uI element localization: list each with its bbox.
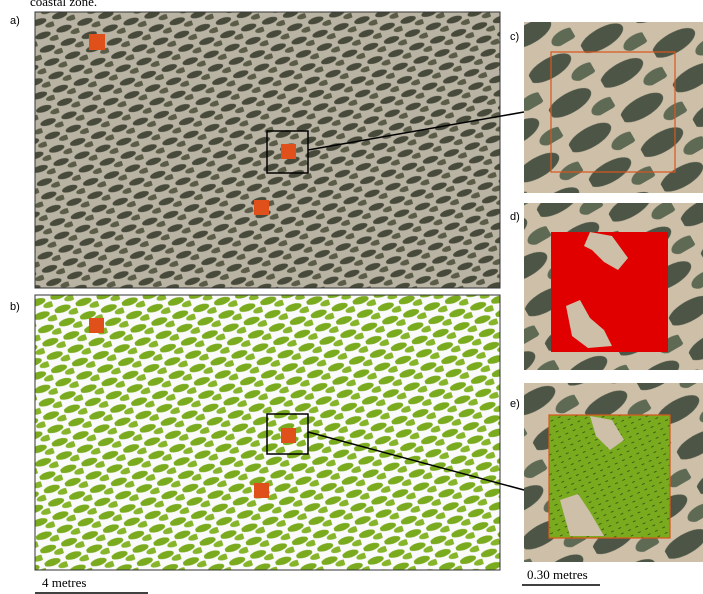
zoom-box bbox=[266, 130, 309, 174]
panel-label: e) bbox=[510, 398, 520, 410]
sample-plot bbox=[89, 34, 105, 50]
gap bbox=[560, 494, 604, 536]
scale-label: 4 metres bbox=[42, 575, 86, 590]
sample-plot bbox=[254, 200, 269, 215]
scale-label: 0.30 metres bbox=[527, 567, 588, 582]
panel-label: d) bbox=[510, 211, 520, 223]
zoom-image bbox=[524, 22, 703, 193]
sample-plot bbox=[254, 483, 269, 498]
caption-fragment: coastal zone. bbox=[30, 0, 97, 9]
gap bbox=[584, 232, 628, 270]
panel-label: b) bbox=[10, 301, 20, 313]
sample-plot bbox=[281, 428, 296, 443]
sample-plot bbox=[281, 144, 296, 159]
connector bbox=[307, 431, 525, 491]
gap bbox=[590, 416, 624, 450]
connector bbox=[307, 111, 525, 151]
gap bbox=[566, 300, 612, 348]
plot-outline bbox=[550, 51, 676, 173]
panel-label: c) bbox=[510, 31, 519, 43]
panel-label: a) bbox=[10, 15, 20, 27]
zoom-box bbox=[266, 413, 309, 455]
sample-plot bbox=[89, 318, 104, 333]
